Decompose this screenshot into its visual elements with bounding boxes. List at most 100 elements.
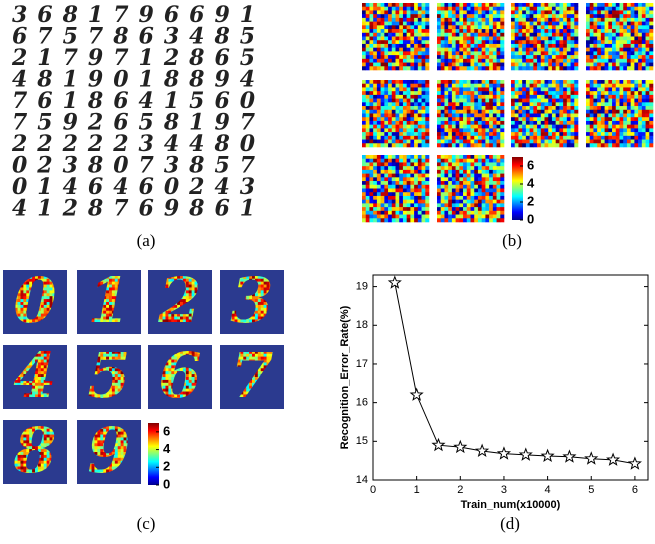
pixel xyxy=(541,125,545,129)
pixel xyxy=(124,302,127,305)
pixel xyxy=(399,159,403,163)
pixel xyxy=(649,59,653,63)
pixel xyxy=(541,106,545,110)
pixel xyxy=(437,192,441,196)
pixel xyxy=(605,125,609,129)
pixel xyxy=(631,29,635,33)
pixel xyxy=(392,170,396,174)
pixel xyxy=(497,84,501,88)
pixel xyxy=(541,7,545,11)
pixel xyxy=(126,305,129,308)
pixel xyxy=(23,285,26,288)
pixel xyxy=(638,22,642,26)
pixel xyxy=(623,99,627,103)
pixel xyxy=(441,177,445,181)
pixel xyxy=(482,87,486,91)
pixel xyxy=(631,143,635,147)
pixel xyxy=(381,59,385,63)
pixel xyxy=(563,14,567,18)
pixel xyxy=(174,290,177,293)
pixel xyxy=(422,189,426,193)
pixel xyxy=(459,110,463,114)
pixel xyxy=(18,299,21,302)
pixel xyxy=(422,203,426,207)
pixel xyxy=(605,7,609,11)
pixel xyxy=(388,136,392,140)
pixel xyxy=(441,136,445,140)
pixel xyxy=(32,273,35,276)
pixel xyxy=(44,302,47,305)
pixel xyxy=(500,140,504,144)
pixel xyxy=(384,162,388,166)
pixel xyxy=(649,7,653,11)
pixel xyxy=(396,80,400,84)
pixel xyxy=(258,293,261,296)
pixel xyxy=(255,282,258,285)
pixel xyxy=(533,128,537,132)
pixel xyxy=(377,207,381,211)
pixel xyxy=(392,63,396,67)
pixel xyxy=(32,311,35,314)
pixel xyxy=(410,80,414,84)
pixel xyxy=(456,200,460,204)
pixel xyxy=(160,308,163,311)
pixel xyxy=(418,22,422,26)
pixel xyxy=(601,10,605,14)
pixel xyxy=(478,192,482,196)
pixel xyxy=(448,200,452,204)
pixel xyxy=(418,66,422,70)
pixel xyxy=(563,55,567,59)
pixel xyxy=(448,87,452,91)
pixel xyxy=(563,87,567,91)
pixel xyxy=(15,279,18,282)
pixel xyxy=(369,218,373,222)
pixel xyxy=(103,319,106,322)
pixel xyxy=(441,207,445,211)
pixel xyxy=(92,285,95,288)
pixel xyxy=(537,55,541,59)
pixel xyxy=(456,155,460,159)
pixel xyxy=(623,84,627,88)
pixel xyxy=(515,110,519,114)
pixel xyxy=(608,66,612,70)
pixel xyxy=(574,143,578,147)
pixel xyxy=(410,102,414,106)
pixel xyxy=(26,282,29,285)
pixel xyxy=(567,7,571,11)
pixel xyxy=(631,63,635,67)
pixel xyxy=(634,29,638,33)
pixel xyxy=(399,174,403,178)
pixel xyxy=(366,3,370,7)
pixel xyxy=(482,29,486,33)
pixel xyxy=(422,18,426,22)
pixel xyxy=(174,279,177,282)
pixel xyxy=(369,55,373,59)
pixel xyxy=(623,66,627,70)
pixel xyxy=(174,282,177,285)
pixel xyxy=(597,10,601,14)
pixel xyxy=(556,10,560,14)
pixel xyxy=(627,33,631,37)
pixel xyxy=(497,18,501,22)
pixel xyxy=(493,215,497,219)
pixel xyxy=(392,211,396,215)
pixel xyxy=(474,84,478,88)
pixel xyxy=(422,87,426,91)
pixel xyxy=(422,117,426,121)
pixel xyxy=(38,325,41,328)
pixel xyxy=(362,55,366,59)
pixel xyxy=(467,159,471,163)
pixel xyxy=(183,319,186,322)
pixel xyxy=(177,325,180,328)
pixel xyxy=(448,121,452,125)
pixel xyxy=(177,311,180,314)
pixel xyxy=(377,211,381,215)
pixel xyxy=(414,51,418,55)
pixel xyxy=(444,185,448,189)
pixel xyxy=(646,110,650,114)
pixel xyxy=(414,143,418,147)
pixel xyxy=(612,140,616,144)
pixel xyxy=(448,91,452,95)
pixel xyxy=(183,296,186,299)
pixel xyxy=(608,14,612,18)
